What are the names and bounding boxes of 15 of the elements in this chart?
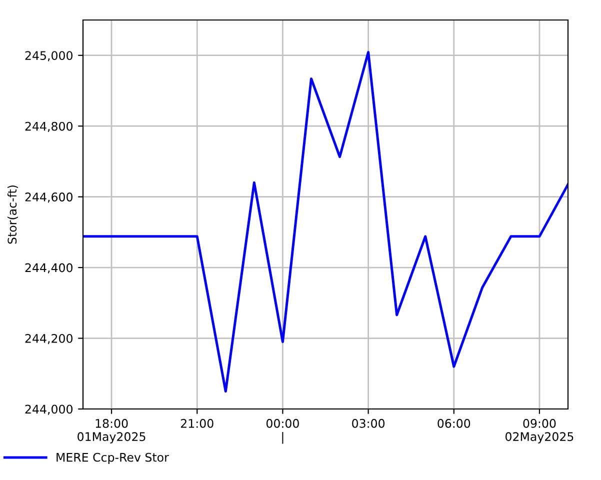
y-tick-label: 244,400 <box>25 263 72 274</box>
y-tick-label: 244,000 <box>25 404 72 415</box>
x-tick-label: 09:00 02May2025 <box>506 418 574 444</box>
y-tick-label: 244,200 <box>25 334 72 344</box>
x-tick-label: 06:00 <box>438 418 470 428</box>
y-tick-label: 245,000 <box>25 51 72 62</box>
y-tick-label: 244,600 <box>25 192 72 203</box>
x-tick-label: 21:00 <box>180 418 214 428</box>
x-tick-label: 00:00 | <box>266 418 299 444</box>
x-tick-label: 03:00 <box>352 418 385 428</box>
x-tick-label: 18:00 01May2025 <box>78 418 146 444</box>
y-axis-title: Stor(ac-ft) <box>7 186 18 244</box>
legend-label: MERE Ccp-Rev Stor <box>56 452 169 464</box>
y-tick-label: 244,800 <box>25 122 72 132</box>
line-series <box>83 50 568 393</box>
